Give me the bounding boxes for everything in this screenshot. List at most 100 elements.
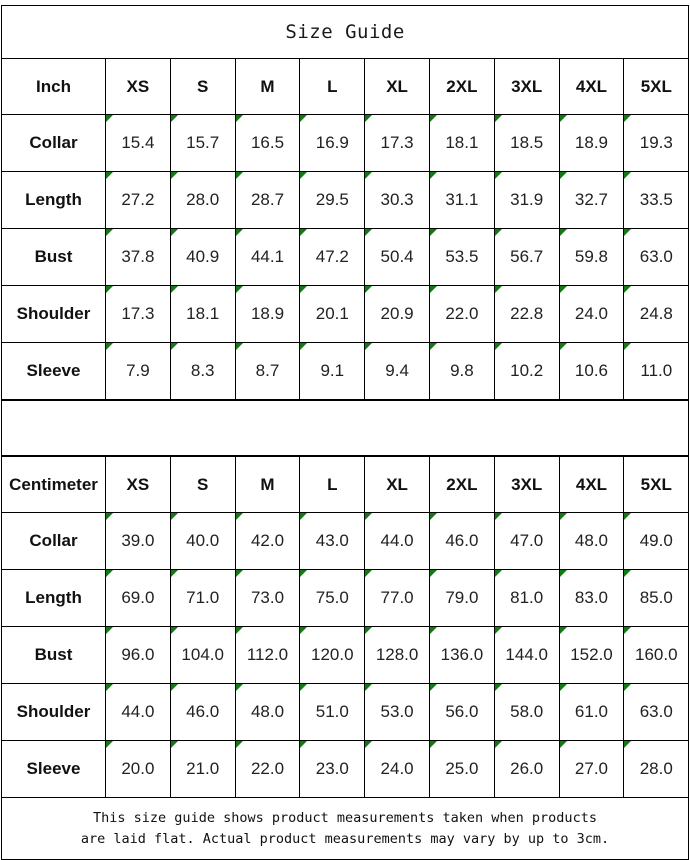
cell-cm-length-5xl: 85.0: [623, 569, 690, 627]
size-guide-sheet: Size Guide Inch XS S M L XL 2XL 3XL 4XL …: [0, 5, 690, 860]
cell-cm-length-xs: 69.0: [105, 569, 171, 627]
table-row: Shoulder 17.3 18.1 18.9 20.1 20.9 22.0 2…: [1, 285, 690, 343]
cell-cm-shoulder-2xl: 56.0: [428, 683, 495, 741]
cell-cm-collar-m: 42.0: [234, 512, 301, 570]
cell-cm-shoulder-xl: 53.0: [364, 683, 430, 741]
cell-cm-shoulder-4xl: 61.0: [558, 683, 625, 741]
cm-measure-label-collar: Collar: [1, 512, 106, 570]
cell-cm-collar-l: 43.0: [299, 512, 366, 570]
cell-inch-length-xs: 27.2: [105, 171, 171, 229]
cell-cm-sleeve-2xl: 25.0: [428, 740, 495, 798]
cell-cm-sleeve-m: 22.0: [234, 740, 301, 798]
table-row: Shoulder 44.0 46.0 48.0 51.0 53.0 56.0 5…: [1, 683, 690, 741]
disclaimer-line-2: are laid flat. Actual product measuremen…: [80, 831, 610, 847]
cell-inch-collar-xl: 17.3: [364, 114, 430, 172]
cell-cm-bust-5xl: 160.0: [623, 626, 690, 684]
cell-cm-shoulder-xs: 44.0: [105, 683, 171, 741]
page-title: Size Guide: [0, 5, 690, 59]
cell-inch-sleeve-xs: 7.9: [105, 342, 171, 400]
cell-cm-shoulder-s: 46.0: [169, 683, 236, 741]
cm-size-header-s: S: [169, 456, 236, 513]
cell-cm-length-s: 71.0: [169, 569, 236, 627]
cell-inch-sleeve-l: 9.1: [299, 342, 366, 400]
cell-cm-length-l: 75.0: [299, 569, 366, 627]
cell-cm-bust-l: 120.0: [299, 626, 366, 684]
size-header-l: L: [299, 58, 366, 115]
cell-inch-shoulder-5xl: 24.8: [623, 285, 690, 343]
inch-size-table: Size Guide Inch XS S M L XL 2XL 3XL 4XL …: [0, 5, 690, 400]
cell-cm-sleeve-5xl: 28.0: [623, 740, 690, 798]
cell-inch-bust-4xl: 59.8: [558, 228, 625, 286]
cell-cm-sleeve-xl: 24.0: [364, 740, 430, 798]
size-header-m: M: [234, 58, 301, 115]
table-row: Collar 15.4 15.7 16.5 16.9 17.3 18.1 18.…: [1, 114, 690, 172]
cell-cm-collar-xl: 44.0: [364, 512, 430, 570]
cell-inch-sleeve-2xl: 9.8: [428, 342, 495, 400]
cell-cm-sleeve-s: 21.0: [169, 740, 236, 798]
cell-cm-bust-2xl: 136.0: [428, 626, 495, 684]
cell-inch-collar-l: 16.9: [299, 114, 366, 172]
cell-inch-sleeve-4xl: 10.6: [558, 342, 625, 400]
cell-cm-length-xl: 77.0: [364, 569, 430, 627]
cell-inch-collar-4xl: 18.9: [558, 114, 625, 172]
size-header-s: S: [169, 58, 236, 115]
measure-label-bust: Bust: [1, 228, 106, 286]
cell-cm-collar-5xl: 49.0: [623, 512, 690, 570]
cell-inch-shoulder-2xl: 22.0: [428, 285, 495, 343]
cell-inch-collar-xs: 15.4: [105, 114, 171, 172]
cell-cm-length-2xl: 79.0: [428, 569, 495, 627]
table-separator-band: [1, 400, 689, 456]
cell-inch-bust-m: 44.1: [234, 228, 301, 286]
cm-measure-label-shoulder: Shoulder: [1, 683, 106, 741]
cell-cm-sleeve-xs: 20.0: [105, 740, 171, 798]
measure-label-length: Length: [1, 171, 106, 229]
cell-inch-length-l: 29.5: [299, 171, 366, 229]
cell-inch-sleeve-m: 8.7: [234, 342, 301, 400]
cm-measure-label-length: Length: [1, 569, 106, 627]
cell-cm-collar-2xl: 46.0: [428, 512, 495, 570]
cell-inch-bust-s: 40.9: [169, 228, 236, 286]
cell-inch-collar-2xl: 18.1: [428, 114, 495, 172]
cm-size-header-4xl: 4XL: [558, 456, 625, 513]
cell-inch-bust-2xl: 53.5: [428, 228, 495, 286]
table-row: Length 69.0 71.0 73.0 75.0 77.0 79.0 81.…: [1, 569, 690, 627]
cell-cm-length-3xl: 81.0: [493, 569, 560, 627]
cell-inch-bust-3xl: 56.7: [493, 228, 560, 286]
cell-cm-shoulder-m: 48.0: [234, 683, 301, 741]
cell-inch-shoulder-l: 20.1: [299, 285, 366, 343]
cell-inch-sleeve-xl: 9.4: [364, 342, 430, 400]
cell-cm-length-4xl: 83.0: [558, 569, 625, 627]
size-header-xl: XL: [364, 58, 430, 115]
cm-size-header-l: L: [299, 456, 366, 513]
cm-size-header-xl: XL: [364, 456, 430, 513]
cell-cm-collar-4xl: 48.0: [558, 512, 625, 570]
table-row: Collar 39.0 40.0 42.0 43.0 44.0 46.0 47.…: [1, 512, 690, 570]
cm-unit-label: Centimeter: [1, 456, 106, 513]
table-row: Sleeve 20.0 21.0 22.0 23.0 24.0 25.0 26.…: [1, 740, 690, 798]
cell-cm-collar-3xl: 47.0: [493, 512, 560, 570]
cm-table-body: Centimeter XS S M L XL 2XL 3XL 4XL 5XL C…: [1, 456, 690, 798]
cell-cm-shoulder-5xl: 63.0: [623, 683, 690, 741]
cm-measure-label-sleeve: Sleeve: [1, 740, 106, 798]
table-row: Bust 96.0 104.0 112.0 120.0 128.0 136.0 …: [1, 626, 690, 684]
measure-label-sleeve: Sleeve: [1, 342, 106, 400]
cell-inch-length-3xl: 31.9: [493, 171, 560, 229]
cell-inch-bust-xs: 37.8: [105, 228, 171, 286]
cell-inch-bust-xl: 50.4: [364, 228, 430, 286]
cell-cm-collar-xs: 39.0: [105, 512, 171, 570]
title-row: Size Guide: [0, 5, 690, 59]
cell-cm-bust-3xl: 144.0: [493, 626, 560, 684]
inch-unit-label: Inch: [1, 58, 106, 115]
cell-inch-shoulder-m: 18.9: [234, 285, 301, 343]
cm-size-header-3xl: 3XL: [493, 456, 560, 513]
cell-inch-length-2xl: 31.1: [428, 171, 495, 229]
size-header-2xl: 2XL: [428, 58, 495, 115]
measure-label-collar: Collar: [1, 114, 106, 172]
table-row: Sleeve 7.9 8.3 8.7 9.1 9.4 9.8 10.2 10.6…: [1, 342, 690, 400]
disclaimer-line-1: This size guide shows product measuremen…: [93, 810, 597, 826]
cell-inch-length-m: 28.7: [234, 171, 301, 229]
cell-inch-sleeve-3xl: 10.2: [493, 342, 560, 400]
cell-inch-shoulder-xl: 20.9: [364, 285, 430, 343]
cell-inch-sleeve-5xl: 11.0: [623, 342, 690, 400]
cell-inch-shoulder-4xl: 24.0: [558, 285, 625, 343]
